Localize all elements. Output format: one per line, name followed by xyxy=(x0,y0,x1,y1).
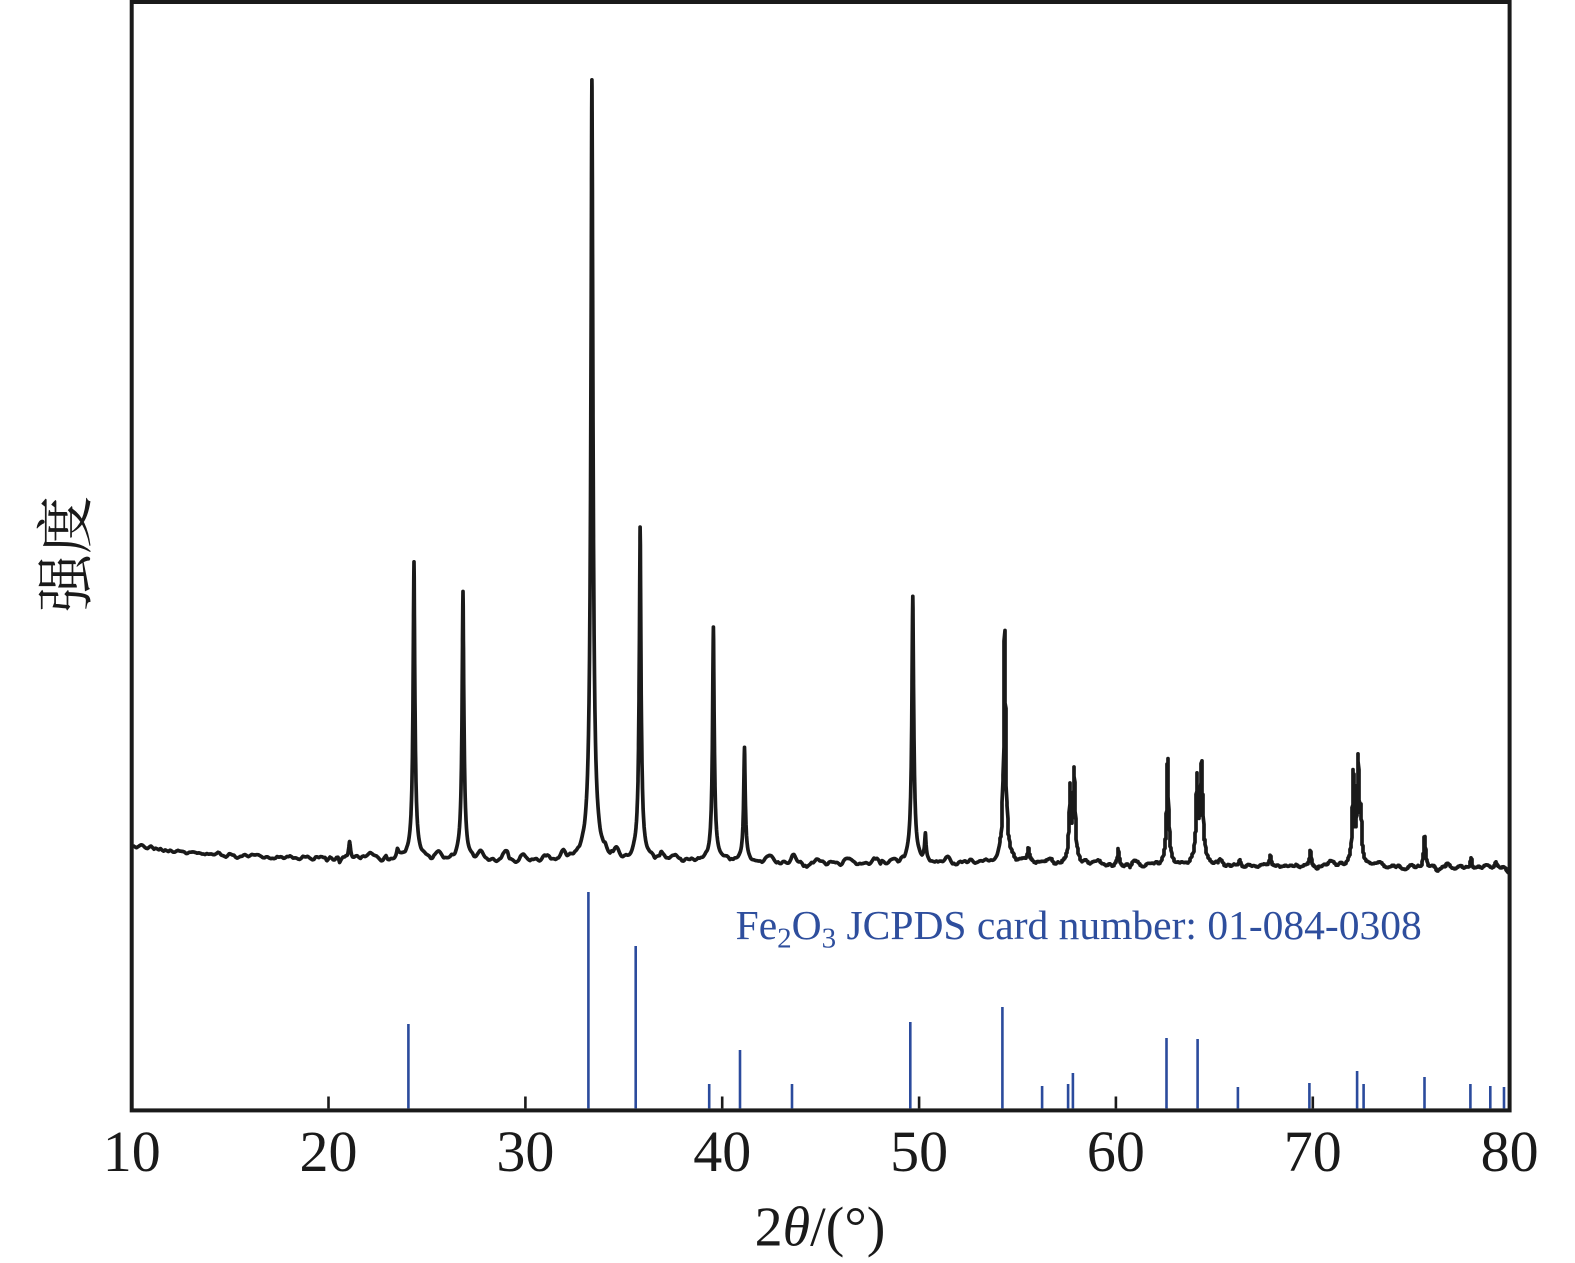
svg-text:70: 70 xyxy=(1284,1119,1342,1184)
svg-text:80: 80 xyxy=(1481,1119,1539,1184)
svg-text:60: 60 xyxy=(1087,1119,1145,1184)
svg-text:30: 30 xyxy=(496,1119,554,1184)
svg-text:50: 50 xyxy=(890,1119,948,1184)
svg-text:2θ/(°): 2θ/(°) xyxy=(755,1197,886,1259)
svg-text:10: 10 xyxy=(103,1119,161,1184)
svg-text:40: 40 xyxy=(693,1119,751,1184)
svg-text:20: 20 xyxy=(300,1119,358,1184)
svg-text:Fe2O3 JCPDS card number: 01-08: Fe2O3 JCPDS card number: 01-084-0308 xyxy=(736,902,1422,955)
